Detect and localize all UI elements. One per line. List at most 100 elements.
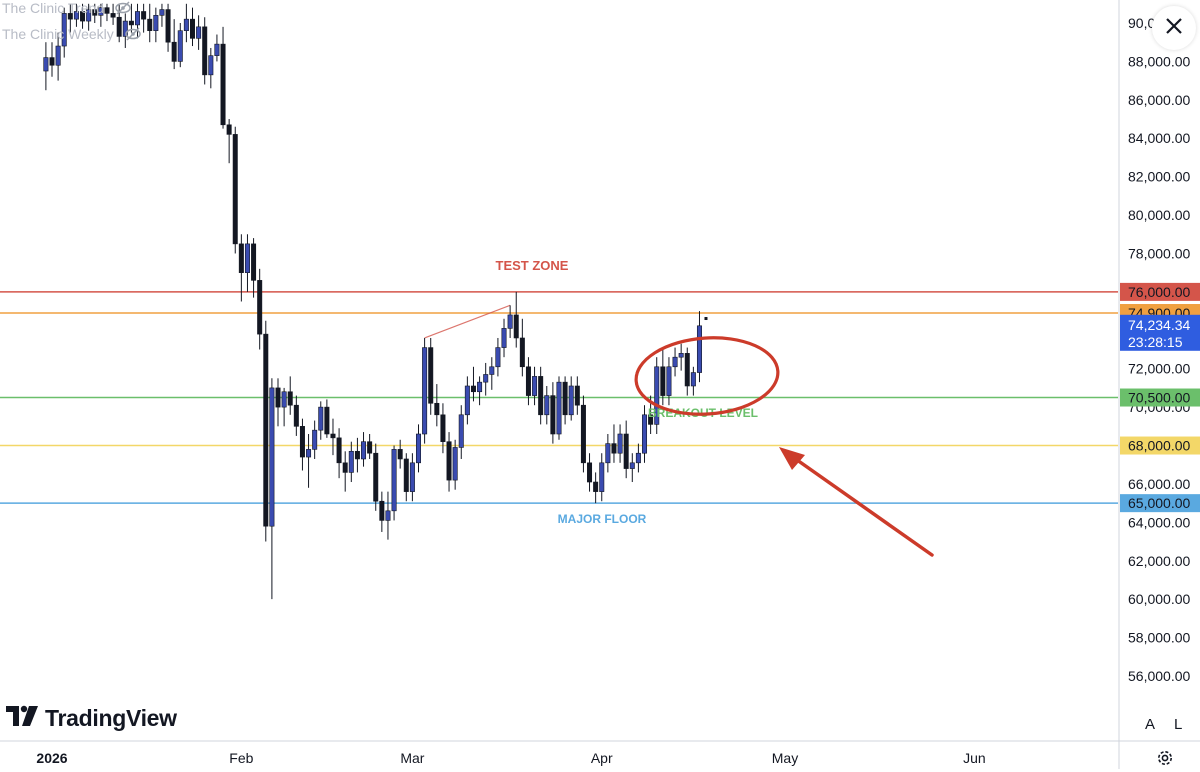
test-zone-label: TEST ZONE (496, 258, 569, 273)
candle (257, 268, 263, 350)
last-price-label: 74,234.34 (1128, 317, 1190, 333)
candle-body (336, 437, 342, 464)
candle-body (257, 280, 263, 335)
candle (171, 19, 177, 70)
candle-body (574, 385, 580, 406)
countdown-label: 23:28:15 (1128, 334, 1183, 350)
candle (361, 432, 367, 467)
time-tick-label: Mar (400, 750, 424, 766)
candle (299, 418, 305, 471)
candle-body (678, 353, 684, 358)
candle-body (544, 395, 550, 416)
price-tick-label: 72,000.00 (1128, 361, 1190, 377)
indicator-legend-weekly[interactable]: The Clinic Weekly (2, 26, 142, 44)
candle-body (281, 391, 287, 408)
candle-body (110, 13, 116, 18)
candle (556, 376, 562, 440)
candle-body (324, 406, 330, 435)
candle (263, 320, 269, 542)
candle-body (293, 404, 299, 427)
candle (385, 491, 391, 540)
candle (61, 7, 67, 58)
candle-body (409, 462, 415, 492)
candle (397, 439, 403, 469)
candle-body (220, 43, 226, 126)
candle (409, 453, 415, 502)
candle-body (342, 462, 348, 473)
candle-body (470, 385, 476, 393)
candle-body (238, 243, 244, 273)
candle-body (458, 414, 464, 448)
candle (128, 3, 134, 33)
candle-body (415, 433, 421, 464)
eye-off-icon[interactable] (124, 27, 142, 44)
time-tick-label: Jun (963, 750, 986, 766)
candle (330, 418, 336, 456)
candle (165, 3, 171, 52)
annotation-arrow-head (779, 447, 805, 470)
candle-body (86, 9, 92, 22)
eye-off-icon[interactable] (114, 1, 132, 18)
candle (306, 434, 312, 488)
candle (403, 453, 409, 502)
candle (544, 385, 550, 425)
candle (489, 357, 495, 390)
candle (189, 7, 195, 47)
candle (73, 3, 79, 27)
candle (519, 318, 525, 377)
tradingview-logo-icon (5, 704, 39, 733)
candle (599, 453, 605, 502)
candle-body (562, 381, 568, 416)
log-scale-button[interactable]: L (1174, 716, 1183, 733)
candle-body (489, 366, 495, 375)
candle (238, 234, 244, 302)
candle (422, 337, 428, 444)
candle-body (299, 426, 305, 458)
candle (281, 387, 287, 427)
candle-body (171, 41, 177, 62)
candle (208, 47, 214, 89)
candle-body (440, 414, 446, 442)
candle-body (367, 441, 373, 454)
candle (635, 443, 641, 473)
candle (458, 405, 464, 459)
candle (116, 3, 122, 43)
candle (678, 343, 684, 371)
auto-scale-button[interactable]: A (1145, 716, 1156, 733)
candle-body (330, 433, 336, 439)
candle-body (208, 55, 214, 76)
candle (312, 420, 318, 459)
candle (379, 491, 385, 532)
price-tick-label: 82,000.00 (1128, 169, 1190, 185)
indicator-legend-trend[interactable]: The Clinic Trend (2, 0, 132, 18)
candle-body (568, 385, 574, 416)
candle-body (538, 376, 544, 416)
candle (434, 384, 440, 427)
time-tick-label: 2026 (36, 750, 67, 766)
close-button[interactable] (1152, 6, 1196, 50)
candle-body (147, 18, 153, 31)
candle (244, 234, 250, 292)
candle-body (165, 9, 171, 43)
level-price-label: 68,000.00 (1128, 438, 1190, 454)
candle-body (629, 462, 635, 469)
candle (220, 26, 226, 129)
trend-line (424, 304, 511, 339)
gear-icon[interactable] (1156, 749, 1174, 772)
price-tick-label: 78,000.00 (1128, 245, 1190, 261)
level-price-label: 65,000.00 (1128, 495, 1190, 511)
candle (55, 32, 61, 81)
candle-body (98, 7, 104, 16)
price-tick-label: 58,000.00 (1128, 630, 1190, 646)
candle (440, 403, 446, 454)
candle (580, 395, 586, 473)
candle (287, 376, 293, 415)
candle-body (232, 134, 238, 245)
tradingview-logo[interactable]: TradingView (5, 704, 177, 733)
candle (49, 42, 55, 77)
price-tick-label: 66,000.00 (1128, 476, 1190, 492)
level-price-label: 76,000.00 (1128, 284, 1190, 300)
candle-body (672, 356, 678, 368)
candle-body (306, 449, 312, 458)
